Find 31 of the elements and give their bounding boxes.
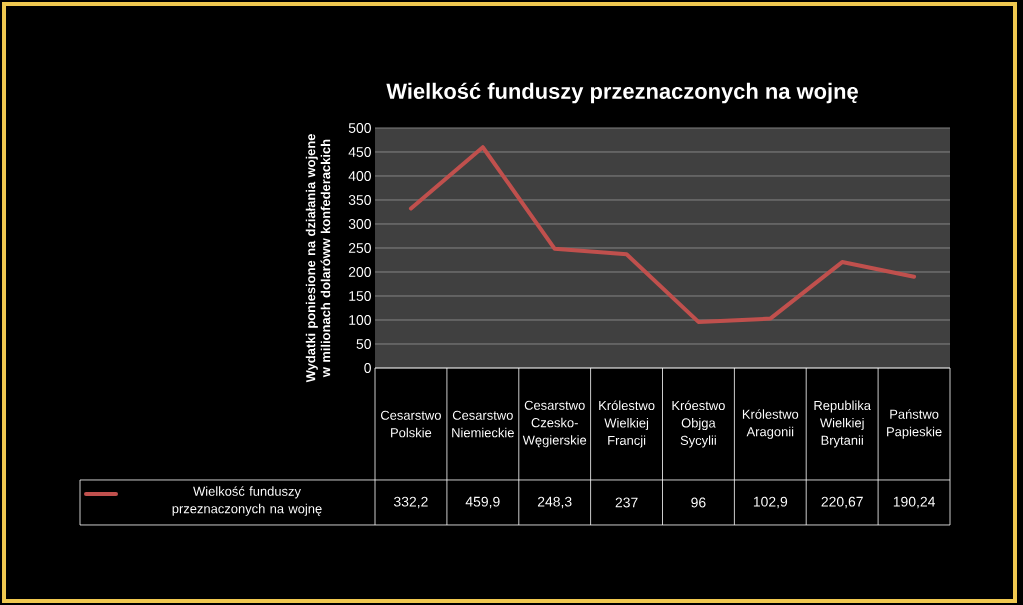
data-label: 332,2 [393, 496, 428, 509]
y-tick-label: 250 [348, 243, 371, 253]
y-tick-label: 150 [349, 291, 371, 301]
line-series [408, 145, 917, 324]
y-axis-title: Wydatki poniesione na działania wojene w milionach dolaróww konfederackich [305, 134, 331, 383]
x-tick-label: Państwo Papieskie [887, 409, 942, 439]
data-label: 102,9 [753, 496, 788, 509]
x-tick-label: Królestwo Aragonii [742, 409, 799, 439]
y-tick-label: 400 [348, 171, 371, 181]
data-label: 220,67 [821, 496, 863, 509]
chart-title: Wielkość funduszy przeznaczonych na wojnę [386, 82, 858, 104]
y-tick-label: 500 [348, 123, 371, 133]
y-tick-label: 100 [349, 315, 371, 325]
x-tick-label: Cesarstwo Czesko-Węgierskie [522, 400, 587, 448]
x-tick-label: Republika Wielkiej Brytanii [814, 400, 871, 448]
data-label: 96 [691, 497, 706, 508]
data-label: 248,3 [537, 496, 572, 509]
x-tick-label: Cesarstwo Niemieckie [452, 410, 514, 438]
y-tick-label: 300 [348, 219, 371, 229]
y-tick-label: 200 [348, 267, 371, 277]
y-tick-label: 450 [348, 147, 371, 157]
data-label: 190,24 [893, 496, 936, 509]
data-label: 237 [615, 497, 638, 508]
data-label: 459,9 [465, 496, 500, 509]
x-tick-label: Króestwo Objga Sycylii [672, 400, 725, 448]
y-tick-label: 50 [356, 339, 371, 349]
text: Wielkość funduszy przeznaczonych na wojnę [172, 486, 322, 516]
x-tick-label: Cesarstwo Polskie [380, 410, 441, 438]
x-tick-label: Królestwo Wielkiej Francji [599, 400, 655, 448]
y-tick-label: 0 [364, 363, 371, 373]
y-tick-label: 350 [348, 195, 371, 205]
